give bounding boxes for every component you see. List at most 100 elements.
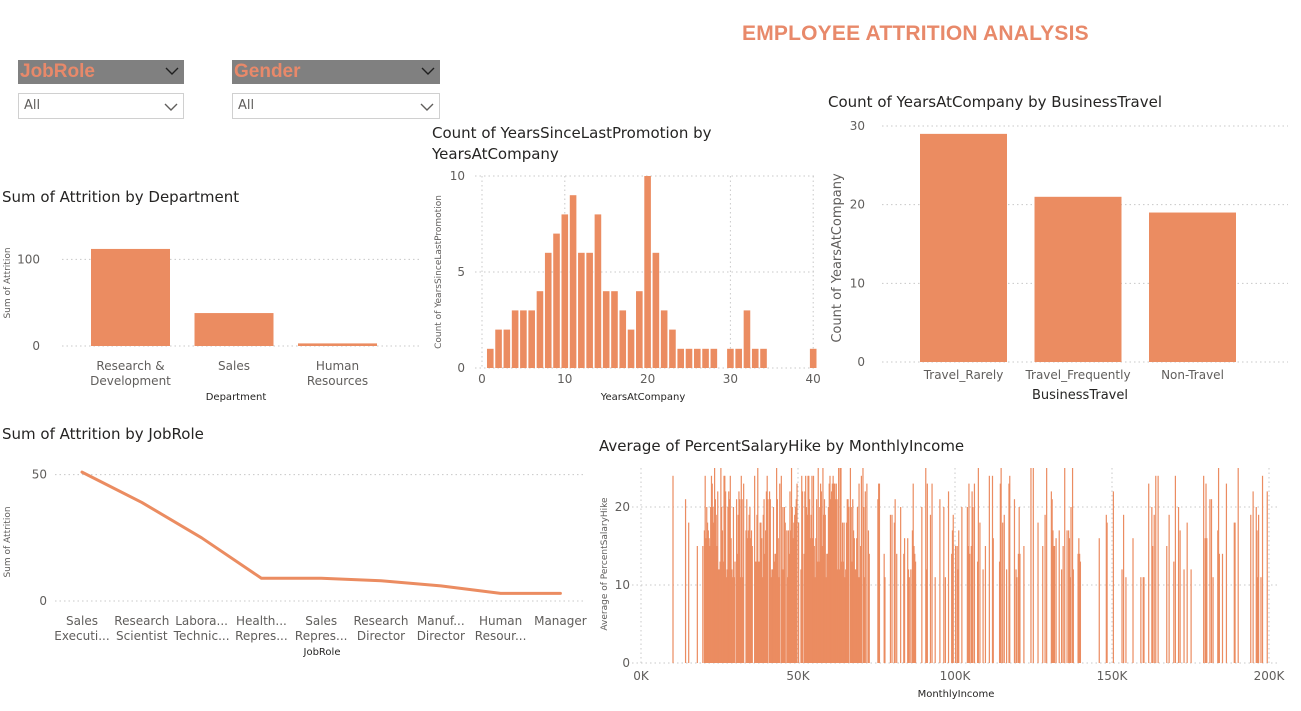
salaryhike-column xyxy=(734,561,736,663)
salaryhike-column xyxy=(908,577,910,663)
salaryhike-column xyxy=(748,514,750,663)
salaryhike-column xyxy=(1153,514,1155,663)
salaryhike-column xyxy=(907,569,910,663)
salaryhike-column xyxy=(770,577,772,663)
histogram-bar xyxy=(553,233,560,368)
salaryhike-column xyxy=(958,530,960,663)
histogram-bar xyxy=(503,329,511,368)
salaryhike-column xyxy=(944,577,946,663)
salaryhike-column xyxy=(672,475,674,663)
y-tick-label: 0 xyxy=(457,361,465,375)
salaryhike-column xyxy=(1173,561,1175,663)
salaryhike-column xyxy=(934,577,936,663)
jobrole-slicer[interactable]: JobRole All xyxy=(18,60,184,119)
y-axis-title: Count of YearsAtCompany xyxy=(830,173,845,343)
salaryhike-column xyxy=(761,538,763,663)
x-axis-title: Department xyxy=(206,392,267,403)
salaryhike-column xyxy=(1019,553,1021,663)
salaryhike-column xyxy=(737,514,739,663)
salaryhike-column xyxy=(943,507,945,663)
salaryhike-column xyxy=(809,538,811,663)
salaryhike-column xyxy=(1210,499,1213,663)
salaryhike-column xyxy=(858,483,860,663)
salaryhike-column xyxy=(824,514,826,663)
x-tick-label: Human Resources xyxy=(307,359,368,388)
salaryhike-column xyxy=(878,483,881,663)
salaryhike-column xyxy=(709,546,711,663)
salaryhike-column xyxy=(1072,569,1074,663)
salaryhike-column xyxy=(772,569,774,663)
salaryhike-column xyxy=(745,530,747,663)
jobrole-dropdown[interactable]: All xyxy=(18,93,184,119)
salaryhike-column xyxy=(955,546,957,663)
salaryhike-column xyxy=(816,499,818,663)
salaryhike-column xyxy=(857,577,859,663)
salaryhike-column xyxy=(903,538,906,663)
jobrole-slicer-header: JobRole xyxy=(18,60,184,84)
chevron-down-icon[interactable] xyxy=(163,100,179,114)
x-axis-title: BusinessTravel xyxy=(1032,388,1128,403)
salaryhike-column xyxy=(939,499,941,663)
promotion-histogram: 0 5 10 0 10 20 30 40 YearsAtCompany Count of Year… xyxy=(434,169,821,403)
salaryhike-column xyxy=(728,499,731,663)
salaryhike-column xyxy=(828,483,830,663)
salaryhike-column xyxy=(789,491,791,663)
y-tick-label: 0 xyxy=(857,355,865,369)
salaryhike-column xyxy=(724,475,726,663)
salaryhike-column xyxy=(838,569,841,663)
x-tick-label: 50K xyxy=(786,669,810,683)
salaryhike-column xyxy=(891,514,893,663)
salaryhike-column xyxy=(740,475,742,663)
salaryhike-column xyxy=(754,561,757,663)
salaryhike-column xyxy=(739,577,742,663)
histogram-bar xyxy=(669,329,676,368)
salaryhike-column xyxy=(757,561,760,663)
salaryhike-column xyxy=(830,499,832,663)
salaryhike-column xyxy=(835,483,837,663)
salaryhike-column xyxy=(967,546,969,663)
salaryhike-column xyxy=(768,491,771,663)
salaryhike-column xyxy=(816,561,819,663)
chevron-down-icon xyxy=(421,67,435,75)
businesstravel-bar-chart: 0 10 20 30 Travel_Rarely Travel_Frequently Non… xyxy=(830,119,1288,403)
salaryhike-column xyxy=(776,499,779,663)
salaryhike-column xyxy=(1174,475,1176,663)
salaryhike-column xyxy=(721,530,724,663)
histogram-bar xyxy=(511,310,519,368)
salaryhike-column xyxy=(1050,491,1052,663)
salaryhike-column xyxy=(1053,546,1055,663)
salaryhike-column xyxy=(982,569,984,663)
histogram-bar xyxy=(751,348,759,368)
salaryhike-column xyxy=(794,514,796,663)
salaryhike-column xyxy=(900,507,902,663)
chevron-down-icon[interactable] xyxy=(419,100,435,114)
salaryhike-column xyxy=(821,546,823,663)
histogram-bar xyxy=(652,252,660,368)
salaryhike-column xyxy=(805,507,808,663)
salaryhike-column xyxy=(1152,546,1154,663)
salaryhike-column xyxy=(1204,538,1206,663)
salaryhike-column xyxy=(1003,514,1005,663)
salaryhike-column xyxy=(1064,468,1066,663)
salaryhike-column xyxy=(878,483,880,663)
salaryhike-column xyxy=(1000,468,1002,663)
histogram-bar xyxy=(569,195,577,368)
salaryhike-column xyxy=(1106,522,1108,663)
gender-slicer[interactable]: Gender All xyxy=(232,60,440,119)
gender-dropdown[interactable]: All xyxy=(232,93,440,119)
salaryhike-column xyxy=(708,538,710,663)
salaryhike-column xyxy=(781,569,783,663)
salaryhike-column xyxy=(856,538,858,663)
salaryhike-column xyxy=(972,507,974,663)
salaryhike-column xyxy=(921,507,923,663)
salaryhike-column xyxy=(732,507,735,663)
salaryhike-column xyxy=(1206,538,1208,663)
histogram-bar xyxy=(594,214,602,368)
x-tick-label: Research Director xyxy=(353,614,408,643)
salaryhike-column xyxy=(1217,530,1219,663)
x-tick-label: Sales Repres... xyxy=(295,614,348,643)
salaryhike-column xyxy=(1071,468,1074,663)
histogram-bar xyxy=(660,310,668,368)
salaryhike-column xyxy=(822,468,824,663)
salaryhike-column xyxy=(1252,491,1254,663)
